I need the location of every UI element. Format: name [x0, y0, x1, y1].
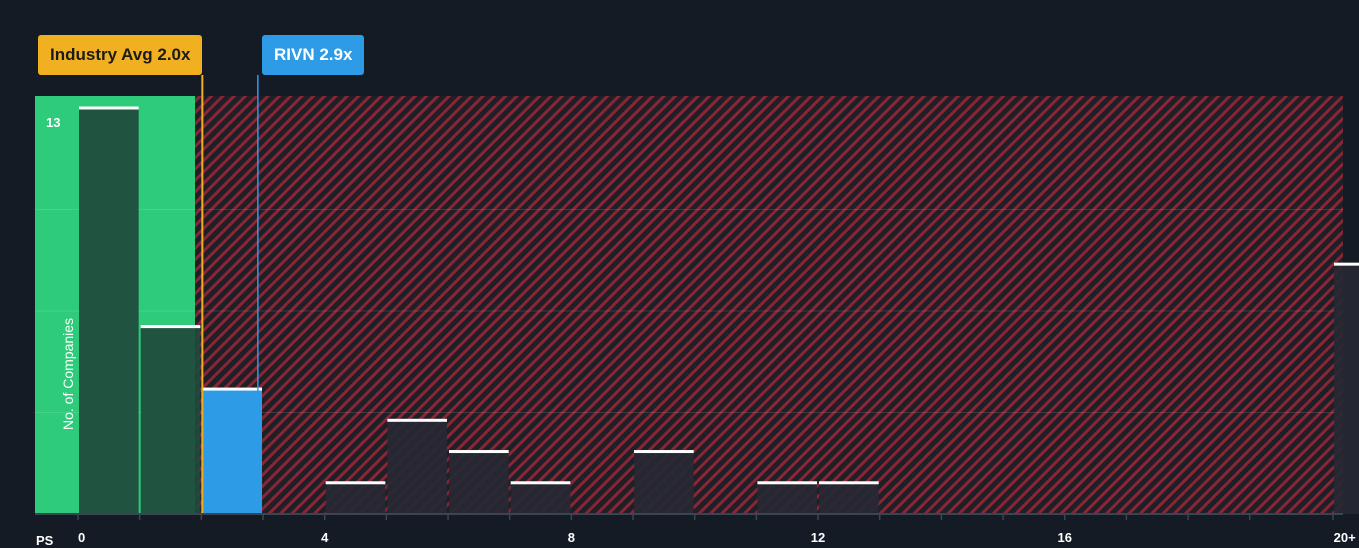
bar-cap: [387, 418, 448, 422]
bar-cap: [325, 481, 386, 485]
industry-avg-callout: Industry Avg 2.0x: [38, 35, 203, 75]
x-tick-label: 16: [1057, 530, 1071, 544]
histogram-bar: [140, 326, 201, 514]
bar-cap: [634, 450, 694, 454]
histogram-bar: [325, 482, 386, 514]
x-tick-label: 8: [568, 530, 575, 544]
bar-cap: [449, 450, 509, 454]
x-tick-label: 4: [321, 530, 329, 544]
histogram-bar: [202, 389, 263, 514]
bar-cap: [757, 481, 818, 485]
x-tick-label: 0: [78, 530, 85, 544]
bar-cap: [202, 387, 263, 391]
histogram-bar: [819, 482, 879, 514]
y-max-label: 13: [46, 115, 61, 130]
bar-cap: [79, 106, 139, 110]
bar-cap: [140, 325, 201, 329]
bar-cap: [819, 481, 879, 485]
histogram-bar: [634, 451, 694, 514]
histogram-bar: [510, 482, 571, 514]
bar-cap: [1333, 262, 1359, 266]
overvalued-zone: [195, 96, 1343, 514]
histogram-bar: [79, 108, 139, 514]
x-tick-label: 20+: [1334, 530, 1356, 544]
company-callout: RIVN 2.9x: [262, 35, 365, 75]
histogram-bar: [757, 482, 818, 514]
histogram-bar: [449, 451, 509, 514]
bar-cap: [510, 481, 571, 485]
x-axis-prefix: PS: [36, 533, 54, 548]
histogram-bar: [1333, 264, 1359, 514]
y-axis-label: No. of Companies: [60, 317, 76, 430]
x-tick-label: 12: [811, 530, 825, 544]
histogram-bar: [387, 420, 448, 514]
